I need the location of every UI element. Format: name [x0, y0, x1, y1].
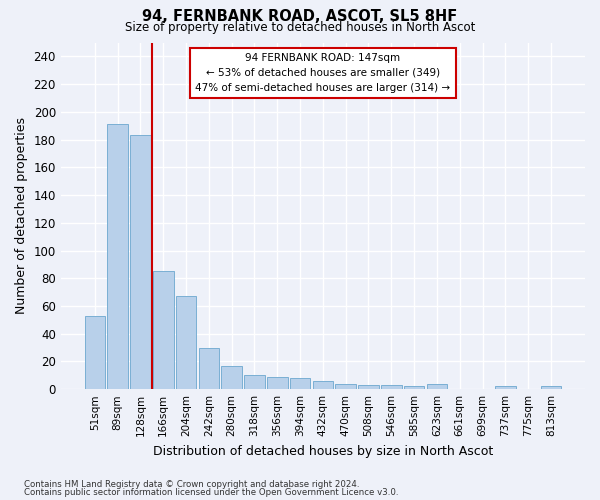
Text: 94 FERNBANK ROAD: 147sqm
← 53% of detached houses are smaller (349)
47% of semi-: 94 FERNBANK ROAD: 147sqm ← 53% of detach…	[196, 53, 451, 92]
Bar	[427, 384, 447, 389]
Bar	[130, 136, 151, 389]
Bar	[381, 385, 401, 389]
Bar	[313, 381, 333, 389]
X-axis label: Distribution of detached houses by size in North Ascot: Distribution of detached houses by size …	[153, 444, 493, 458]
Text: Contains public sector information licensed under the Open Government Licence v3: Contains public sector information licen…	[24, 488, 398, 497]
Bar	[176, 296, 196, 389]
Bar	[199, 348, 219, 389]
Bar	[404, 386, 424, 389]
Bar	[335, 384, 356, 389]
Text: Size of property relative to detached houses in North Ascot: Size of property relative to detached ho…	[125, 21, 475, 34]
Bar	[358, 385, 379, 389]
Text: Contains HM Land Registry data © Crown copyright and database right 2024.: Contains HM Land Registry data © Crown c…	[24, 480, 359, 489]
Bar	[290, 378, 310, 389]
Bar	[541, 386, 561, 389]
Bar	[85, 316, 105, 389]
Bar	[153, 272, 173, 389]
Bar	[107, 124, 128, 389]
Y-axis label: Number of detached properties: Number of detached properties	[15, 118, 28, 314]
Text: 94, FERNBANK ROAD, ASCOT, SL5 8HF: 94, FERNBANK ROAD, ASCOT, SL5 8HF	[142, 9, 458, 24]
Bar	[221, 366, 242, 389]
Bar	[495, 386, 515, 389]
Bar	[267, 376, 287, 389]
Bar	[244, 376, 265, 389]
